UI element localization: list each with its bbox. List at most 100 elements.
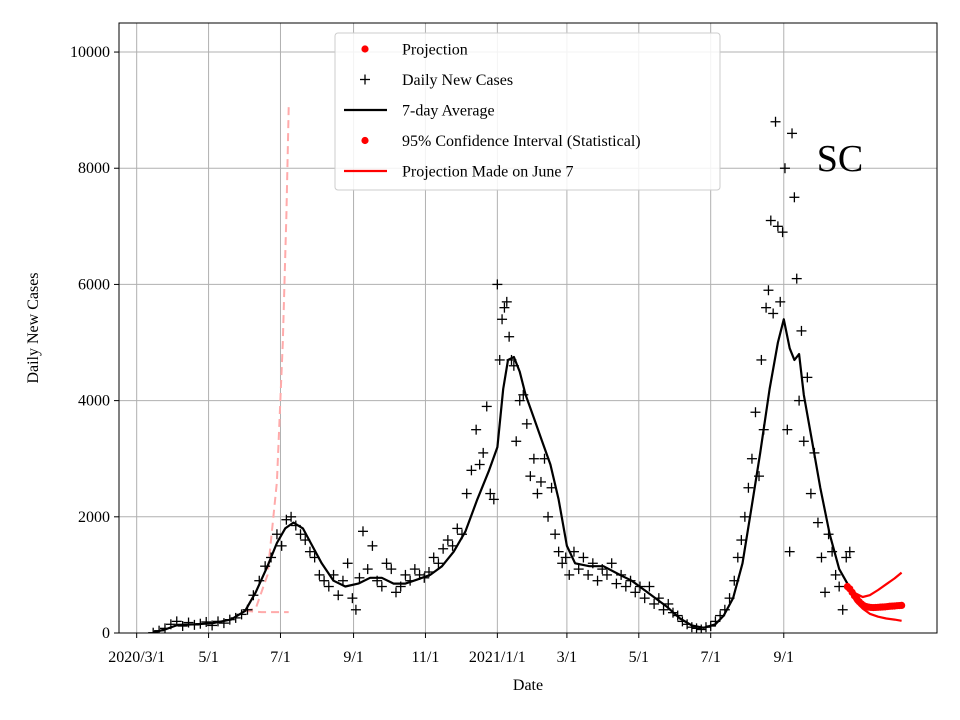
daily-case-point bbox=[765, 215, 776, 226]
region-label: SC bbox=[817, 138, 863, 180]
daily-case-point bbox=[649, 598, 660, 609]
daily-case-point bbox=[342, 558, 353, 569]
daily-case-point bbox=[481, 401, 492, 412]
daily-case-point bbox=[763, 285, 774, 296]
projection-made-on-june-7-line bbox=[244, 107, 290, 612]
daily-case-point bbox=[768, 308, 779, 319]
daily-case-point bbox=[461, 488, 472, 499]
daily-case-point bbox=[314, 569, 325, 580]
daily-case-point bbox=[791, 273, 802, 284]
daily-case-point bbox=[630, 587, 641, 598]
daily-case-point bbox=[428, 552, 439, 563]
daily-case-point bbox=[772, 221, 783, 232]
daily-case-point bbox=[601, 569, 612, 580]
daily-case-point bbox=[409, 564, 420, 575]
y-tick-label: 8000 bbox=[78, 160, 110, 177]
daily-case-point bbox=[286, 511, 297, 522]
legend-dot-marker bbox=[361, 136, 369, 145]
daily-case-point bbox=[816, 552, 827, 563]
daily-case-point bbox=[525, 471, 536, 482]
daily-case-point bbox=[611, 578, 622, 589]
y-tick-label: 10000 bbox=[70, 44, 110, 61]
daily-case-point bbox=[528, 453, 539, 464]
daily-case-point bbox=[442, 535, 453, 546]
legend-entries: Projection Daily New Cases 7-day Average 95… bbox=[344, 42, 641, 181]
daily-case-point bbox=[739, 511, 750, 522]
daily-case-point bbox=[573, 564, 584, 575]
daily-case-point bbox=[381, 558, 392, 569]
daily-case-point bbox=[497, 314, 508, 325]
daily-case-point bbox=[218, 618, 229, 629]
daily-case-point bbox=[543, 511, 554, 522]
daily-case-point bbox=[830, 569, 841, 580]
daily-case-point bbox=[782, 424, 793, 435]
daily-case-point bbox=[304, 546, 315, 557]
x-tick-label: 9/1 bbox=[774, 649, 794, 666]
legend-dot-marker bbox=[361, 45, 369, 53]
7-day-average-line bbox=[152, 318, 849, 633]
daily-case-point bbox=[770, 116, 781, 127]
daily-case-point bbox=[337, 575, 348, 586]
daily-case-point bbox=[794, 395, 805, 406]
daily-case-point bbox=[492, 279, 503, 290]
daily-case-point bbox=[798, 436, 809, 447]
daily-case-point bbox=[606, 558, 617, 569]
plot-area bbox=[148, 107, 906, 633]
daily-case-point bbox=[746, 453, 757, 464]
daily-case-point bbox=[478, 447, 489, 458]
daily-case-point bbox=[357, 526, 368, 537]
daily-case-point bbox=[639, 593, 650, 604]
daily-case-point bbox=[201, 616, 212, 627]
daily-case-point bbox=[466, 465, 477, 476]
y-tick-label: 6000 bbox=[78, 276, 110, 293]
daily-case-point bbox=[494, 354, 505, 365]
daily-case-point bbox=[557, 558, 568, 569]
daily-case-point bbox=[376, 581, 387, 592]
projection-point bbox=[898, 601, 906, 610]
x-tick-label: 7/1 bbox=[270, 649, 290, 666]
daily-case-point bbox=[784, 546, 795, 557]
daily-case-point bbox=[620, 581, 631, 592]
daily-case-point bbox=[775, 296, 786, 307]
legend-box bbox=[334, 32, 721, 191]
daily-case-point bbox=[844, 546, 855, 557]
y-axis-label: Daily New Cases bbox=[25, 272, 42, 383]
legend-label: 95% Confidence Interval (Statistical) bbox=[402, 133, 641, 150]
daily-case-point bbox=[761, 302, 772, 313]
daily-case-point bbox=[474, 459, 485, 470]
plot-frame bbox=[118, 22, 938, 634]
daily-case-point bbox=[521, 418, 532, 429]
legend-entry: 95% Confidence Interval (Statistical) bbox=[361, 133, 641, 150]
legend-label: Projection bbox=[402, 42, 468, 59]
daily-case-point bbox=[488, 494, 499, 505]
daily-case-point bbox=[789, 192, 800, 203]
daily-case-point bbox=[323, 581, 334, 592]
legend-entry: 7-day Average bbox=[344, 103, 495, 120]
daily-case-point bbox=[658, 604, 669, 615]
projection-made-on-june-7-lower-line bbox=[245, 609, 289, 614]
legend-label: Daily New Cases bbox=[402, 72, 513, 89]
daily-case-point bbox=[501, 296, 512, 307]
daily-case-point bbox=[550, 529, 561, 540]
daily-case-point bbox=[511, 436, 522, 447]
daily-case-point bbox=[812, 517, 823, 528]
x-axis-label: Date bbox=[513, 677, 543, 694]
daily-case-point bbox=[295, 529, 306, 540]
daily-case-point bbox=[732, 552, 743, 563]
x-tick-label: 11/1 bbox=[412, 649, 440, 666]
daily-case-point bbox=[834, 581, 845, 592]
series-layer bbox=[148, 107, 906, 633]
daily-case-point bbox=[333, 590, 344, 601]
daily-case-point bbox=[779, 163, 790, 174]
daily-case-point bbox=[354, 572, 365, 583]
y-tick-label: 2000 bbox=[78, 509, 110, 526]
daily-case-point bbox=[504, 331, 515, 342]
daily-case-point bbox=[433, 558, 444, 569]
daily-case-point bbox=[532, 488, 543, 499]
daily-case-point bbox=[438, 543, 449, 554]
axes: 2020/3/1 5/1 7/1 9/1 11/1 2021/1/1 3/1 5/1 7/1 9/… bbox=[70, 44, 794, 666]
daily-case-point bbox=[367, 540, 378, 551]
legend: Projection Daily New Cases 7-day Average 95… bbox=[334, 32, 721, 191]
daily-case-point bbox=[578, 552, 589, 563]
daily-case-point bbox=[276, 540, 287, 551]
